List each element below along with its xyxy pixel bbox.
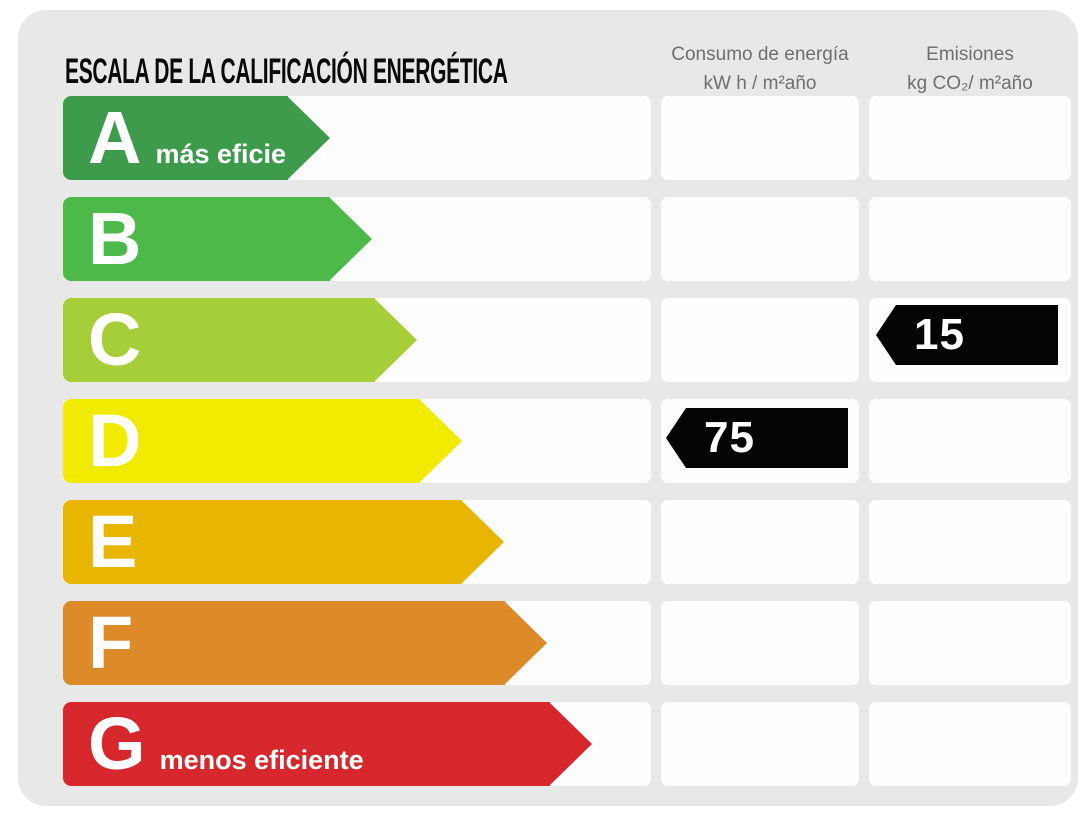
scale-row-a: A más eficiente [18, 96, 1078, 180]
consumo-cell-d: 75 [661, 399, 859, 483]
bar-track-f: F [63, 601, 651, 685]
rating-bar-f: F [63, 601, 547, 685]
rating-bar-d: D [63, 399, 462, 483]
consumo-cell-c [661, 298, 859, 382]
scale-row-e: E [18, 500, 1078, 584]
scale-row-c: C 15 [18, 298, 1078, 382]
bar-track-b: B [63, 197, 651, 281]
bar-arrow-tip [419, 399, 462, 483]
bar-track-g: G menos eficiente [63, 702, 651, 786]
rating-letter-g: G [88, 702, 146, 785]
emisiones-cell-b [869, 197, 1071, 281]
rating-letter-f: F [88, 601, 134, 684]
emisiones-cell-c: 15 [869, 298, 1071, 382]
rating-letter-d: D [88, 399, 142, 482]
rating-letter-a: A [88, 96, 142, 179]
consumo-cell-a [661, 96, 859, 180]
emisiones-header-line1: Emisiones [926, 44, 1014, 65]
emisiones-cell-e [869, 500, 1071, 584]
consumo-header-line1: Consumo de energía [671, 44, 849, 65]
scale-row-f: F [18, 601, 1078, 685]
scale-row-d: D 75 [18, 399, 1078, 483]
bar-track-a: A más eficiente [63, 96, 651, 180]
consumo-value: 75 [704, 413, 755, 462]
rating-bar-b: B [63, 197, 372, 281]
emisiones-cell-f [869, 601, 1071, 685]
consumo-cell-g [661, 702, 859, 786]
rating-bar-g: G menos eficiente [63, 702, 592, 786]
consumo-cell-b [661, 197, 859, 281]
scale-row-b: B [18, 197, 1078, 281]
bar-arrow-tip [329, 197, 372, 281]
rating-letter-e: E [88, 500, 138, 583]
consumo-cell-e [661, 500, 859, 584]
consumo-value-arrow: 75 [666, 408, 848, 468]
bar-arrow-tip [549, 702, 592, 786]
rating-bar-c: C [63, 298, 417, 382]
emisiones-cell-a [869, 96, 1071, 180]
bar-arrow-tip [504, 601, 547, 685]
consumo-cell-f [661, 601, 859, 685]
emisiones-cell-d [869, 399, 1071, 483]
bar-arrow-tip [374, 298, 417, 382]
bar-track-d: D [63, 399, 651, 483]
column-header-emisiones: Emisiones kg CO₂/ m²año [869, 40, 1071, 98]
emisiones-header-line2: kg CO₂/ m²año [907, 73, 1033, 94]
page-title: ESCALA DE LA CALIFICACIÓN ENERGÉTICA [65, 52, 508, 91]
emisiones-value-arrow: 15 [876, 305, 1058, 365]
rating-bar-a: A más eficiente [63, 96, 330, 180]
rating-letter-c: C [88, 298, 142, 381]
column-header-consumo: Consumo de energía kW h / m²año [661, 40, 859, 98]
bar-arrow-tip [461, 500, 504, 584]
emisiones-cell-g [869, 702, 1071, 786]
rating-letter-b: B [88, 197, 142, 280]
consumo-header-line2: kW h / m²año [703, 73, 817, 94]
emisiones-value: 15 [914, 310, 965, 359]
energy-scale-card: ESCALA DE LA CALIFICACIÓN ENERGÉTICA Con… [18, 10, 1078, 806]
bar-track-c: C [63, 298, 651, 382]
bar-arrow-tip [287, 96, 330, 180]
scale-row-g: G menos eficiente [18, 702, 1078, 786]
rating-note-g: menos eficiente [159, 745, 364, 775]
bar-track-e: E [63, 500, 651, 584]
rating-bar-e: E [63, 500, 504, 584]
